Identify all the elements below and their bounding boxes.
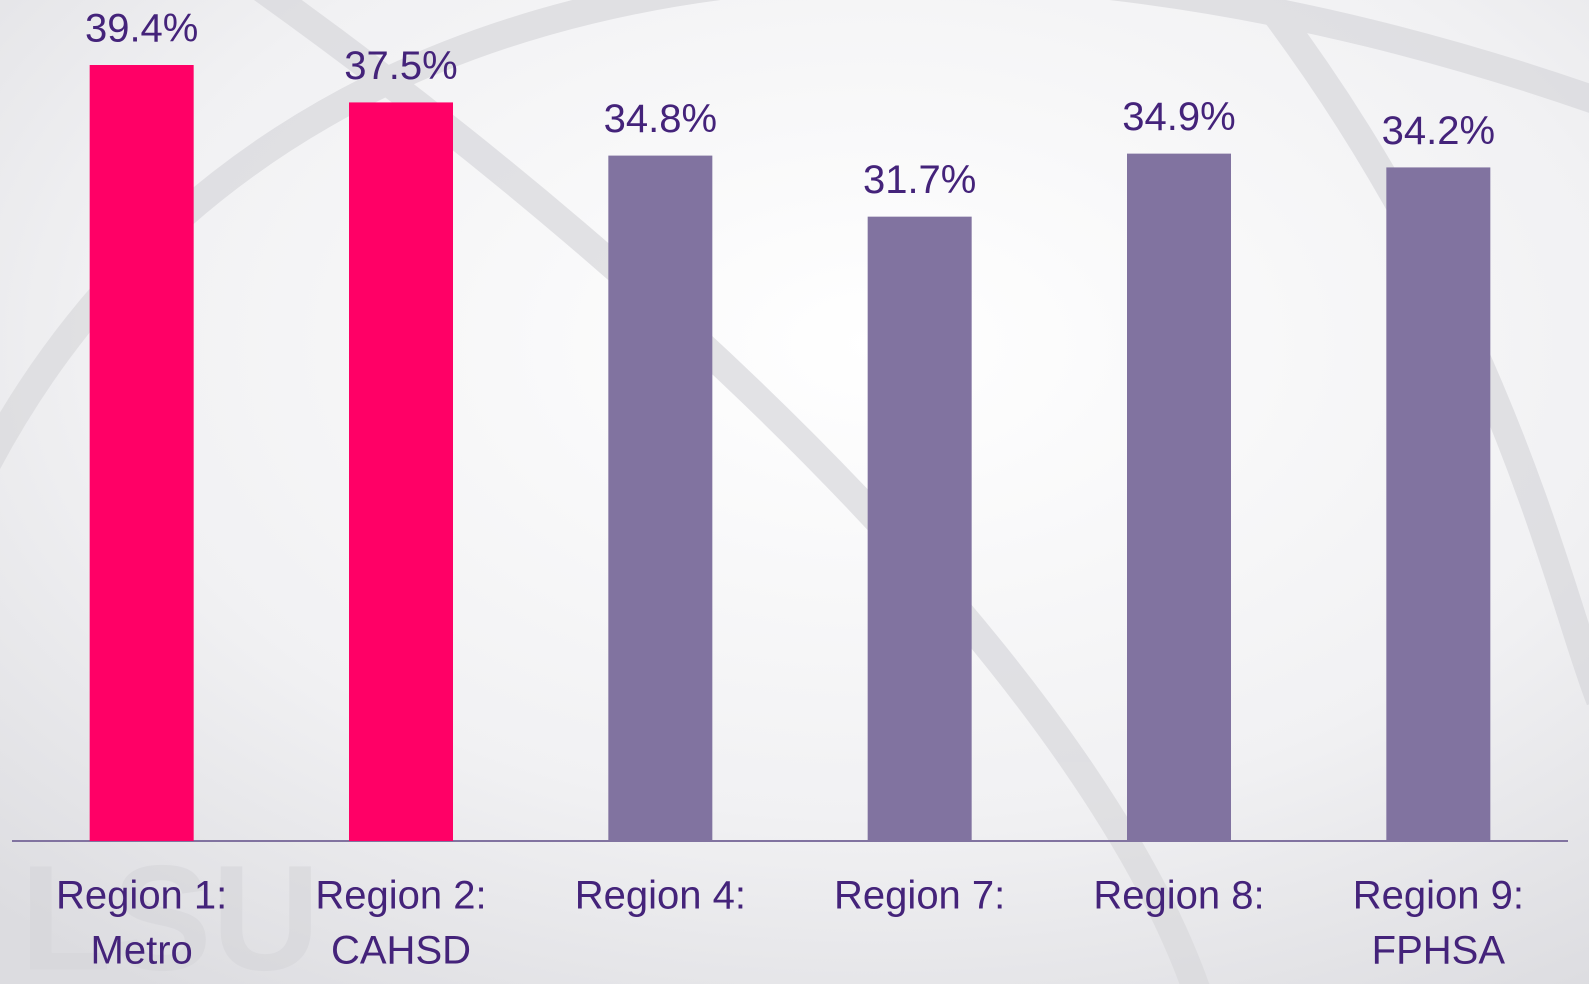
x-tick-label: Region 2: [315, 874, 486, 918]
value-label: 34.9% [1122, 95, 1235, 139]
bar [867, 216, 972, 842]
value-label: 37.5% [344, 44, 457, 88]
x-tick-label: CAHSD [331, 929, 471, 973]
value-label: 39.4% [85, 7, 198, 51]
bar [89, 65, 194, 841]
value-label: 34.2% [1382, 109, 1495, 153]
bar [608, 155, 713, 841]
x-tick-label: Region 8: [1093, 874, 1264, 918]
bar [349, 102, 453, 841]
x-tick-label: Region 4: [575, 874, 746, 918]
x-tick-label: Region 9: [1353, 874, 1524, 918]
bar [1127, 153, 1231, 841]
x-tick-label: Metro [91, 929, 193, 973]
logo-watermark: LSU [20, 834, 320, 984]
x-tick-label: Region 7: [834, 874, 1005, 918]
x-tick-label: Region 1: [56, 874, 227, 918]
value-label: 31.7% [863, 158, 976, 202]
bar [1386, 167, 1491, 841]
x-tick-label: FPHSA [1372, 929, 1506, 973]
value-label: 34.8% [604, 97, 717, 141]
